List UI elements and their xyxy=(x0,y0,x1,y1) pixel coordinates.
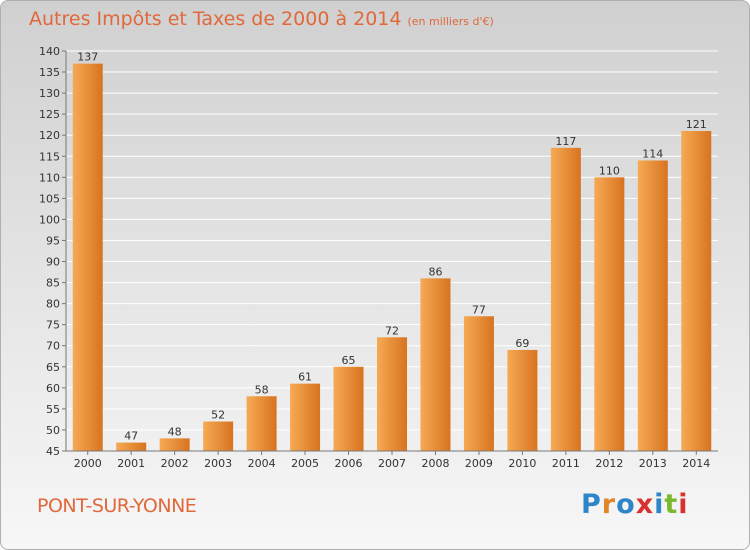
bar xyxy=(463,316,494,451)
value-label: 65 xyxy=(342,354,356,367)
y-tick-label: 85 xyxy=(46,277,60,290)
value-label: 114 xyxy=(642,147,663,160)
y-tick-label: 60 xyxy=(46,382,60,395)
x-tick-label: 2007 xyxy=(378,457,406,470)
bars xyxy=(72,63,712,451)
y-tick-label: 110 xyxy=(39,171,60,184)
proxiti-logo: Proxiti xyxy=(581,489,689,520)
logo-letter: t xyxy=(664,489,679,520)
place-name: PONT-SUR-YONNE xyxy=(37,495,197,517)
value-label: 72 xyxy=(385,324,399,337)
y-tick-label: 100 xyxy=(39,213,60,226)
bar xyxy=(72,63,103,451)
bar xyxy=(550,147,581,451)
logo-letter: i xyxy=(678,489,689,520)
y-tick-label: 65 xyxy=(46,361,60,374)
bar xyxy=(290,383,321,451)
value-label: 117 xyxy=(555,135,576,148)
y-tick-label: 50 xyxy=(46,424,60,437)
bar xyxy=(594,177,625,451)
logo-letter: i xyxy=(654,489,665,520)
value-label: 52 xyxy=(211,409,225,422)
value-label: 58 xyxy=(255,383,269,396)
logo-letter: P xyxy=(581,489,602,520)
x-tick-label: 2012 xyxy=(595,457,623,470)
y-tick-label: 115 xyxy=(39,150,60,163)
y-tick-label: 55 xyxy=(46,403,60,416)
y-tick-label: 140 xyxy=(39,45,60,58)
bar xyxy=(159,438,190,451)
value-label: 77 xyxy=(472,303,486,316)
bar xyxy=(246,396,277,451)
logo-letter: r xyxy=(601,489,617,520)
y-tick-label: 120 xyxy=(39,129,60,142)
y-tick-label: 95 xyxy=(46,234,60,247)
bar xyxy=(116,442,147,451)
x-tick-label: 2006 xyxy=(335,457,363,470)
bar xyxy=(203,421,234,451)
y-tick-label: 135 xyxy=(39,66,60,79)
value-label: 48 xyxy=(168,425,182,438)
chart-title: Autres Impôts et Taxes de 2000 à 2014 (en… xyxy=(29,8,494,30)
x-tick-label: 2008 xyxy=(421,457,449,470)
value-label: 110 xyxy=(599,164,620,177)
y-tick-label: 45 xyxy=(46,445,60,458)
x-tick-label: 2009 xyxy=(465,457,493,470)
title-text: Autres Impôts et Taxes de 2000 à 2014 xyxy=(29,8,402,30)
axes xyxy=(62,50,718,455)
value-label: 69 xyxy=(515,337,529,350)
bar xyxy=(637,160,668,451)
unit-label: (en milliers d'€) xyxy=(407,15,494,28)
x-tick-label: 2004 xyxy=(248,457,276,470)
value-label: 61 xyxy=(298,371,312,384)
x-tick-label: 2013 xyxy=(639,457,667,470)
bar xyxy=(507,349,538,451)
y-tick-label: 80 xyxy=(46,298,60,311)
x-tick-label: 2014 xyxy=(682,457,710,470)
x-tick-label: 2011 xyxy=(552,457,580,470)
value-label: 47 xyxy=(124,430,138,443)
y-tick-label: 130 xyxy=(39,87,60,100)
bar xyxy=(377,337,407,451)
y-tick-label: 75 xyxy=(46,319,60,332)
x-tick-label: 2001 xyxy=(117,457,145,470)
x-tick-label: 2010 xyxy=(508,457,536,470)
y-tick-label: 125 xyxy=(39,108,60,121)
value-label: 121 xyxy=(686,118,707,131)
y-tick-label: 105 xyxy=(39,192,60,205)
x-tick-label: 2003 xyxy=(204,457,232,470)
value-label: 86 xyxy=(428,265,442,278)
bar xyxy=(681,131,712,451)
x-tick-label: 2000 xyxy=(74,457,102,470)
y-tick-label: 70 xyxy=(46,340,60,353)
bar xyxy=(333,366,364,451)
value-label: 137 xyxy=(77,51,98,64)
x-tick-label: 2005 xyxy=(291,457,319,470)
logo-letter: x xyxy=(635,489,655,520)
labels: 45 50 55 60 65 70 75 80 85 90 95 100 105 110 115 120 125… xyxy=(39,45,710,470)
y-tick-label: 90 xyxy=(46,256,60,269)
logo-letter: o xyxy=(616,489,636,520)
bar xyxy=(420,278,451,451)
x-tick-label: 2002 xyxy=(161,457,189,470)
